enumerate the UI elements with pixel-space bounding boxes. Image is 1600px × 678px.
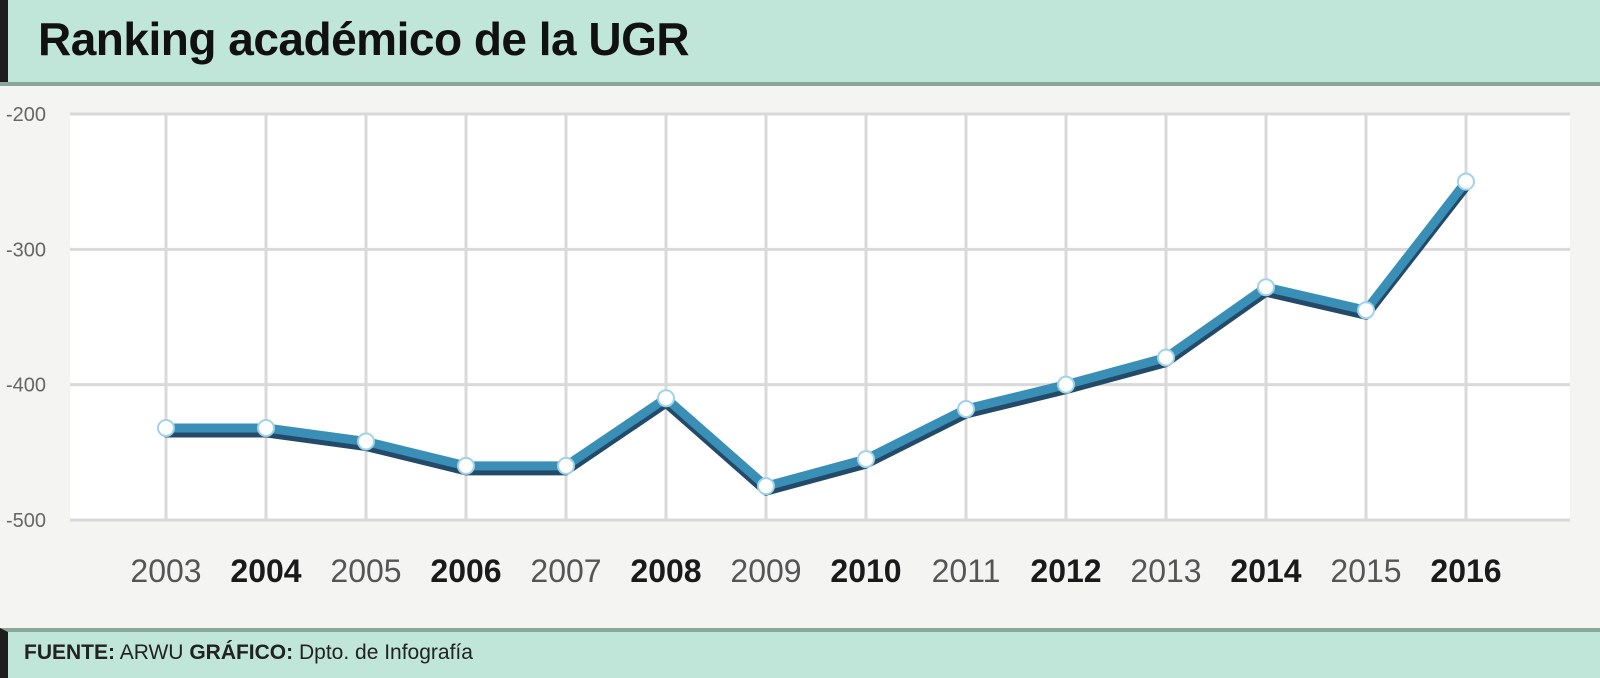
y-tick-label: -200 — [6, 104, 46, 126]
x-tick-label: 2005 — [330, 553, 401, 589]
x-tick-label: 2009 — [730, 553, 801, 589]
chart-header: Ranking académico de la UGR — [0, 0, 1600, 82]
x-tick-label: 2015 — [1330, 553, 1401, 589]
chart-footer: FUENTE: ARWU GRÁFICO: Dpto. de Infografí… — [0, 628, 1600, 678]
graphic-label: GRÁFICO: — [189, 641, 294, 664]
graphic-value: Dpto. de Infografía — [298, 641, 473, 664]
x-tick-label: 2008 — [630, 553, 701, 589]
data-point — [157, 418, 175, 437]
data-point — [1057, 375, 1075, 394]
y-axis-ticks: -200 -300 -400 -500 — [6, 104, 46, 532]
x-tick-label: 2013 — [1130, 553, 1201, 589]
x-tick-label: 2011 — [932, 553, 1001, 589]
data-point — [557, 456, 575, 475]
chart-title: Ranking académico de la UGR — [38, 13, 690, 65]
data-point — [1357, 301, 1375, 320]
x-tick-label: 2007 — [530, 553, 601, 589]
data-point — [657, 389, 675, 408]
x-tick-label: 2004 — [230, 553, 301, 589]
x-tick-label: 2016 — [1430, 553, 1501, 589]
y-tick-label: -500 — [6, 510, 46, 532]
data-point — [257, 418, 275, 437]
line-chart: -200-300-400-500 2003 2004 2005 2006 2007 200… — [6, 104, 1570, 589]
data-series — [157, 172, 1475, 496]
data-point — [957, 400, 975, 419]
plot-area — [70, 114, 1570, 520]
data-point — [1157, 348, 1175, 367]
source-value: ARWU — [119, 641, 184, 664]
data-point — [1257, 278, 1275, 297]
y-tick-label: -400 — [6, 375, 46, 397]
y-tick-label: -300 — [6, 239, 46, 261]
series-line — [161, 177, 1471, 491]
footer-credits: FUENTE: ARWU GRÁFICO: Dpto. de Infografí… — [24, 641, 473, 665]
x-tick-label: 2010 — [830, 553, 901, 589]
data-point — [857, 450, 875, 469]
x-tick-label: 2003 — [130, 553, 201, 589]
data-point — [457, 456, 475, 475]
x-tick-label: 2012 — [1030, 553, 1101, 589]
header-divider — [0, 82, 1600, 86]
x-axis-ticks: 2003 2004 2005 2006 2007 2008 2009 2010 2011 2012… — [130, 553, 1501, 589]
x-tick-label: 2006 — [430, 553, 501, 589]
data-point — [757, 477, 775, 496]
data-point — [357, 432, 375, 451]
source-label: FUENTE: — [24, 641, 115, 664]
data-point — [1457, 172, 1475, 191]
x-tick-label: 2014 — [1230, 553, 1301, 589]
